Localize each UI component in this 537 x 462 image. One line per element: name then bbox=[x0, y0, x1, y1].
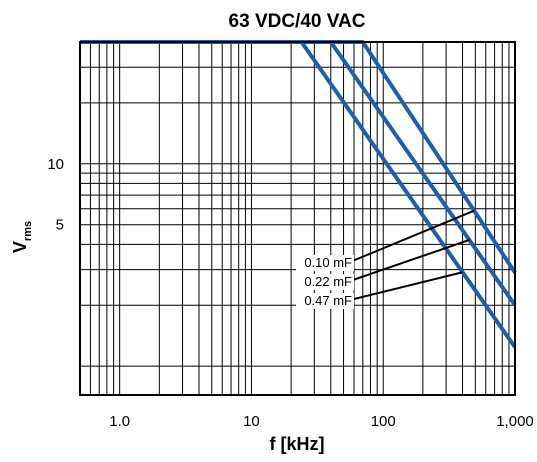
y-tick-label: 5 bbox=[56, 217, 64, 234]
series-label-background bbox=[296, 293, 354, 309]
series-leader-line bbox=[349, 238, 470, 282]
grid bbox=[80, 42, 515, 395]
chart-title: 63 VDC/40 VAC bbox=[229, 11, 366, 32]
svg-text:Vrms: Vrms bbox=[10, 221, 34, 253]
plot-frame bbox=[79, 41, 516, 396]
series-label: 0.10 mF bbox=[304, 255, 352, 270]
x-tick-labels: 1.0 10 100 1,000 bbox=[109, 413, 534, 430]
y-axis-label-group: Vrms bbox=[10, 221, 34, 253]
series-label-background bbox=[296, 274, 354, 290]
series-leader-line bbox=[349, 209, 475, 263]
series-labels: 0.10 mF 0.22 mF 0.47 mF bbox=[296, 209, 475, 309]
series-label-background bbox=[296, 255, 354, 271]
x-tick-label: 100 bbox=[371, 413, 396, 430]
y-tick-label: 10 bbox=[47, 156, 64, 173]
x-tick-label: 1,000 bbox=[496, 413, 534, 430]
series-label: 0.22 mF bbox=[304, 274, 352, 289]
series-leader-line bbox=[349, 271, 463, 301]
series-line bbox=[80, 40, 517, 274]
series-label: 0.47 mF bbox=[304, 293, 352, 308]
y-tick-labels: 10 5 bbox=[47, 156, 64, 234]
y-axis-label-subscript: rms bbox=[22, 221, 34, 241]
x-tick-label: 1.0 bbox=[109, 413, 130, 430]
y-axis-label: V bbox=[10, 241, 30, 253]
x-axis-label: f [kHz] bbox=[270, 434, 325, 454]
x-tick-label: 10 bbox=[243, 413, 260, 430]
